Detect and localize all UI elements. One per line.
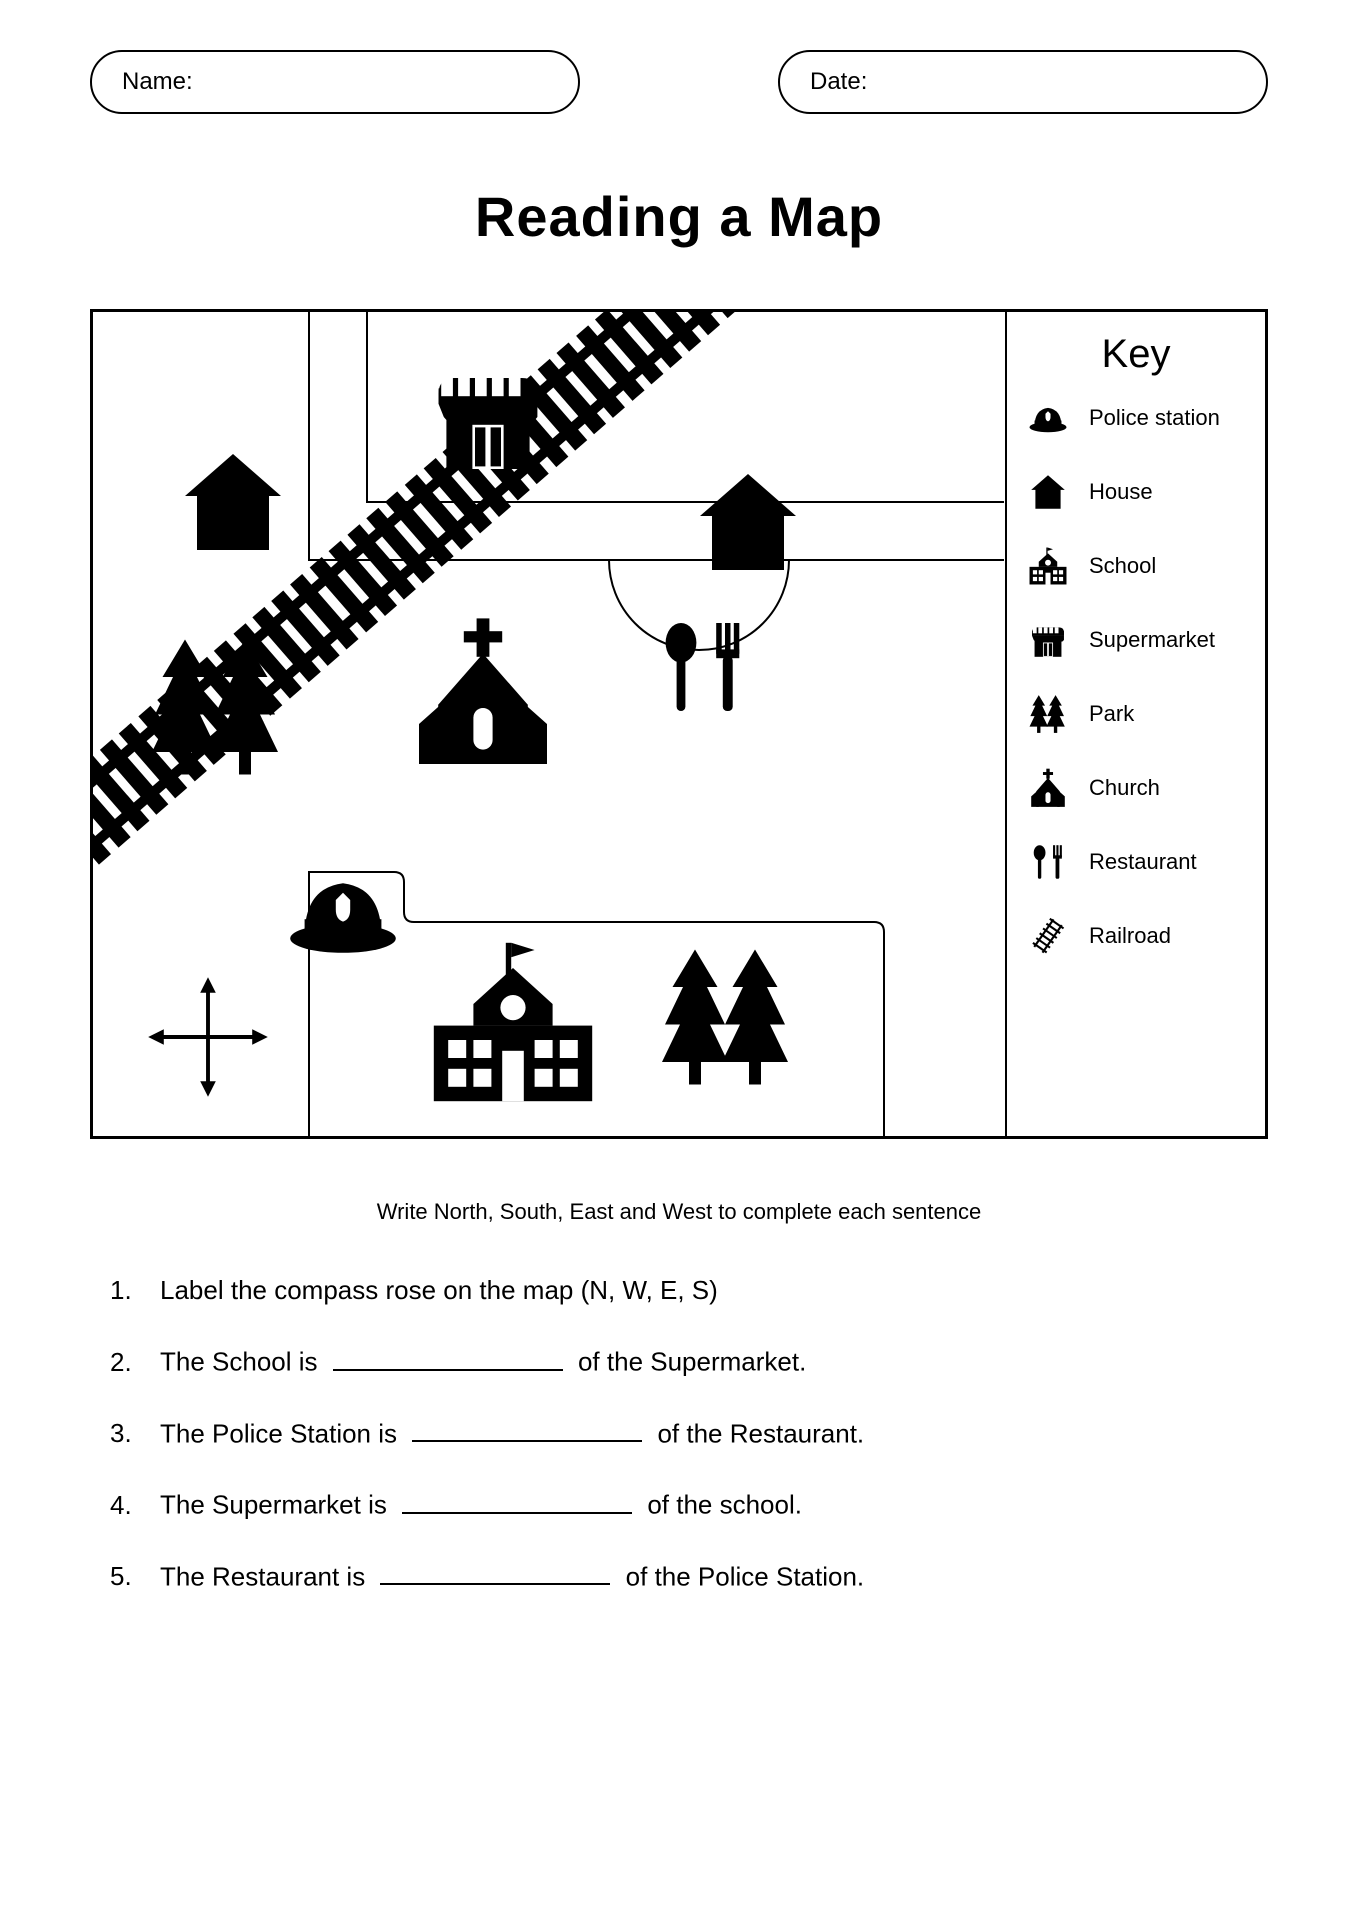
compass-icon	[143, 972, 273, 1102]
key-item: Church	[1025, 765, 1247, 811]
question-row: 2. The School is of the Supermarket.	[110, 1342, 1248, 1378]
key-label: Police station	[1089, 405, 1220, 430]
name-label: Name:	[122, 68, 193, 96]
question-text: The School is of the Supermarket.	[160, 1342, 1248, 1378]
key-label: Park	[1089, 701, 1134, 726]
question-number: 5.	[110, 1561, 160, 1592]
question-number: 4.	[110, 1490, 160, 1521]
question-text: The Restaurant is of the Police Station.	[160, 1557, 1248, 1593]
railroad-icon	[1025, 913, 1071, 959]
police-icon	[283, 852, 403, 972]
question-text: Label the compass rose on the map (N, W,…	[160, 1275, 1248, 1306]
park-icon	[1025, 691, 1071, 737]
key-label: Railroad	[1089, 923, 1171, 948]
restaurant-icon	[648, 612, 758, 722]
question-number: 3.	[110, 1418, 160, 1449]
name-field[interactable]: Name:	[90, 50, 580, 114]
key-item: Police station	[1025, 395, 1247, 441]
key-label: Restaurant	[1089, 849, 1197, 874]
key-title: Key	[1025, 332, 1247, 377]
key-item: Supermarket	[1025, 617, 1247, 663]
supermarket-icon	[423, 352, 553, 482]
house-icon	[1025, 469, 1071, 515]
header: Name: Date:	[90, 50, 1268, 114]
church-icon	[403, 612, 563, 772]
question-row: 3. The Police Station is of the Restaura…	[110, 1414, 1248, 1450]
map-container: Key Police station House School Supermarket…	[90, 309, 1268, 1139]
key-item: Railroad	[1025, 913, 1247, 959]
key-item: Restaurant	[1025, 839, 1247, 885]
map-key: Key Police station House School Supermarket…	[1005, 312, 1265, 1136]
house-icon	[688, 462, 808, 582]
house-icon	[173, 442, 293, 562]
key-item: Park	[1025, 691, 1247, 737]
page-title: Reading a Map	[90, 184, 1268, 249]
supermarket-icon	[1025, 617, 1071, 663]
park-icon	[143, 632, 293, 782]
question-row: 1. Label the compass rose on the map (N,…	[110, 1275, 1248, 1306]
park-icon	[653, 942, 803, 1092]
key-label: School	[1089, 553, 1156, 578]
school-icon	[1025, 543, 1071, 589]
instructions-text: Write North, South, East and West to com…	[90, 1199, 1268, 1225]
question-row: 4. The Supermarket is of the school.	[110, 1485, 1248, 1521]
key-label: Supermarket	[1089, 627, 1215, 652]
question-text: The Supermarket is of the school.	[160, 1485, 1248, 1521]
key-item: House	[1025, 469, 1247, 515]
map-area	[93, 312, 1005, 1136]
date-label: Date:	[810, 68, 867, 96]
school-icon	[423, 932, 603, 1112]
key-item: School	[1025, 543, 1247, 589]
police-cap-icon	[1025, 395, 1071, 441]
restaurant-icon	[1025, 839, 1071, 885]
question-row: 5. The Restaurant is of the Police Stati…	[110, 1557, 1248, 1593]
question-list: 1. Label the compass rose on the map (N,…	[90, 1275, 1268, 1592]
church-icon	[1025, 765, 1071, 811]
question-text: The Police Station is of the Restaurant.	[160, 1414, 1248, 1450]
key-label: Church	[1089, 775, 1160, 800]
answer-blank[interactable]	[333, 1342, 563, 1371]
question-number: 1.	[110, 1275, 160, 1306]
answer-blank[interactable]	[412, 1414, 642, 1443]
date-field[interactable]: Date:	[778, 50, 1268, 114]
answer-blank[interactable]	[402, 1485, 632, 1514]
question-number: 2.	[110, 1347, 160, 1378]
answer-blank[interactable]	[380, 1557, 610, 1586]
key-label: House	[1089, 479, 1153, 504]
